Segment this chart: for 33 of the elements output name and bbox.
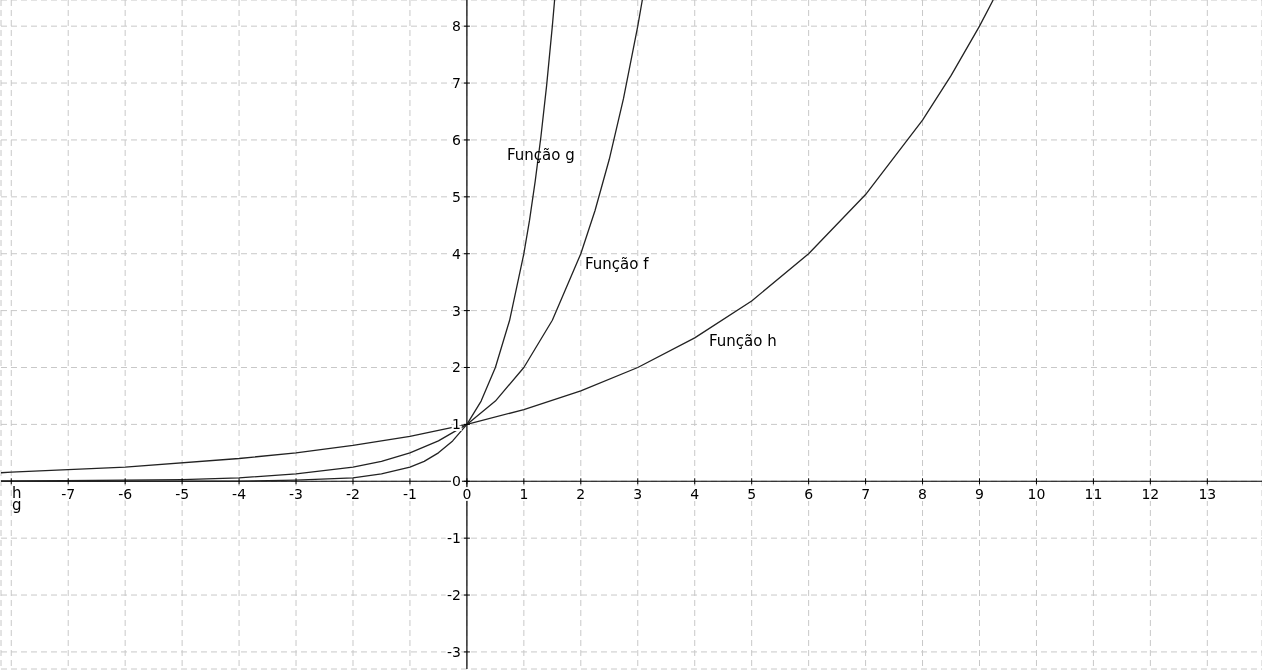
x-tick-label: 1: [519, 486, 529, 503]
y-tick-label: 8: [451, 18, 461, 35]
y-tick-label: -2: [446, 587, 461, 604]
x-tick-label: -3: [289, 486, 304, 503]
x-tick-label: -6: [118, 486, 133, 503]
x-tick-label: -4: [232, 486, 247, 503]
x-tick-label: 7: [861, 486, 871, 503]
x-tick-label: 4: [690, 486, 700, 503]
x-tick-label: 3: [633, 486, 643, 503]
annotation: h: [12, 484, 22, 502]
x-tick-label: 2: [576, 486, 586, 503]
y-tick-label: 3: [451, 302, 461, 319]
x-tick-label: 6: [804, 486, 814, 503]
y-tick-label: 4: [451, 245, 461, 262]
y-tick-label: 6: [451, 131, 461, 148]
x-tick-label: -7: [61, 486, 76, 503]
x-tick-label: 11: [1084, 486, 1103, 503]
y-tick-label: 7: [451, 75, 461, 92]
x-tick-label: 9: [975, 486, 984, 503]
y-tick-label: -3: [446, 643, 461, 660]
x-tick-label: 10: [1027, 486, 1046, 503]
x-tick-label: -1: [402, 486, 417, 503]
x-tick-label: -5: [175, 486, 190, 503]
annotation: Função h: [709, 332, 777, 350]
x-tick-label: 8: [918, 486, 927, 503]
x-tick-label: 13: [1198, 486, 1217, 503]
y-tick-label: 2: [451, 359, 461, 376]
x-tick-label: 5: [747, 486, 757, 503]
x-tick-label: 12: [1141, 486, 1160, 503]
x-tick-label: -2: [346, 486, 360, 503]
y-tick-label: -1: [446, 530, 461, 547]
y-tick-label: 5: [451, 188, 461, 205]
annotation: Função f: [585, 255, 649, 273]
